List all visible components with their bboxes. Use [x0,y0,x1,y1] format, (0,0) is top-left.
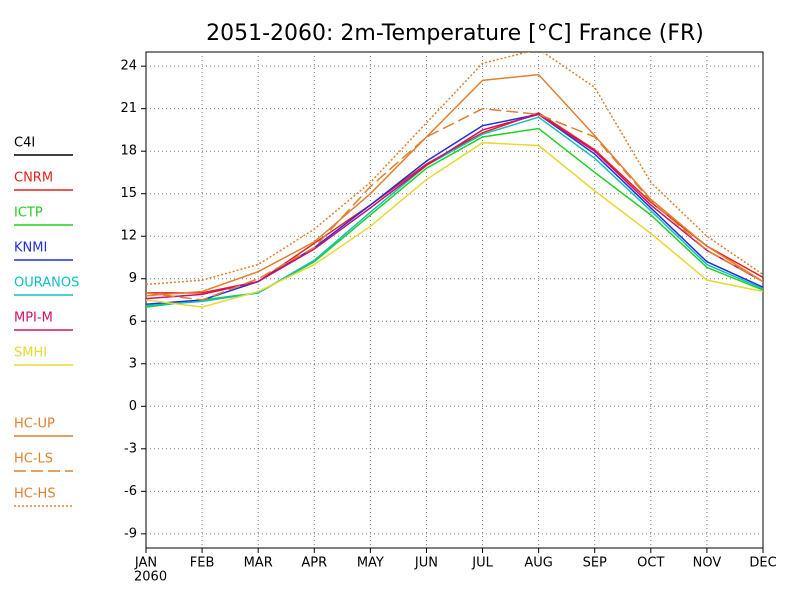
legend-label: HC-LS [14,452,53,467]
y-tick-label: 3 [129,356,137,371]
y-tick-label: -6 [124,484,137,499]
y-tick-label: 15 [120,186,137,201]
y-tick-label: -9 [124,526,137,541]
series-line [146,73,763,297]
series-line [146,141,763,308]
x-tick-label: OCT [637,556,664,571]
legend-label: KNMI [14,241,47,256]
x-tick-label: AUG [524,556,552,571]
y-tick-label: 12 [120,229,137,244]
series-line [146,112,763,294]
y-tick-label: 24 [120,59,137,74]
y-tick-label: 0 [129,399,137,414]
series-line [146,107,763,301]
x-tick-label: JAN [134,556,157,571]
y-tick-label: 6 [129,314,137,329]
y-tick-label: -3 [124,441,137,456]
x-tick-label: JUN [414,556,438,571]
chart-title: 2051-2060: 2m-Temperature [°C] France (F… [206,21,704,46]
series-line [146,116,763,307]
x-tick-label: DEC [749,556,776,571]
legend-label: SMHI [14,346,47,361]
plot-lines [146,52,763,308]
plot-frame [145,51,764,549]
y-tick-label: 21 [120,101,137,116]
series-line [146,113,763,305]
series-line [146,113,763,300]
legend-label: C4I [14,136,35,151]
x-tick-label: JUL [471,556,493,571]
legend-label: ICTP [14,206,43,221]
x-tick-label: SEP [583,556,607,571]
x-tick-label: APR [301,556,327,571]
y-tick-label: 9 [129,271,137,286]
legend-label: HC-HS [14,487,56,502]
series-line [146,52,763,286]
y-tick-label: 18 [120,144,137,159]
x-tick-label: FEB [190,556,215,571]
x-tick-label: NOV [693,556,722,571]
legend-label: CNRM [14,171,53,186]
x-year-label: 2060 [134,570,167,585]
legend-label: MPI-M [14,311,53,326]
legend-label: OURANOS [14,276,79,291]
x-tick-label: MAY [357,556,384,571]
legend-label: HC-UP [14,417,55,432]
x-tick-label: MAR [244,556,273,571]
